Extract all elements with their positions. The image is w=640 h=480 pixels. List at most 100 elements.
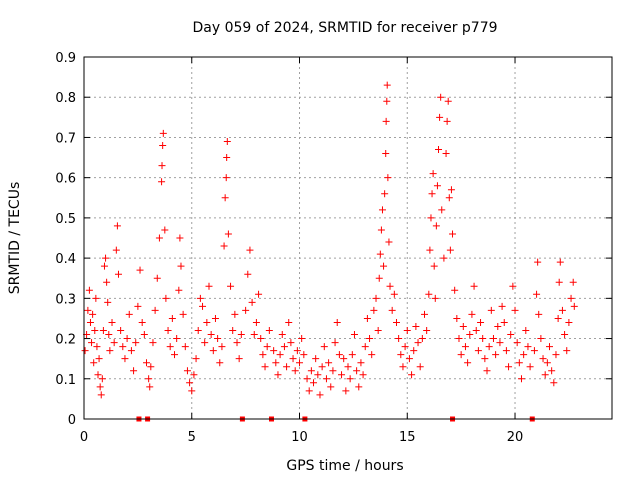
data-point [310, 379, 318, 387]
data-point [344, 363, 352, 371]
data-point [216, 359, 224, 367]
data-point [355, 383, 363, 391]
data-point [97, 391, 105, 399]
data-point [320, 343, 328, 351]
data-point [91, 327, 99, 335]
data-point [285, 318, 293, 326]
data-point [412, 322, 420, 330]
y-tick-label: 0.2 [55, 333, 76, 348]
data-point [81, 347, 89, 355]
data-point [533, 290, 541, 298]
data-point [433, 182, 441, 190]
data-point [569, 278, 577, 286]
data-point [127, 347, 135, 355]
data-point [272, 359, 280, 367]
data-point [303, 375, 311, 383]
data-point [289, 355, 297, 363]
data-point [357, 359, 365, 367]
data-point [221, 194, 229, 202]
data-point [403, 327, 411, 335]
data-point [431, 294, 439, 302]
data-point [95, 355, 103, 363]
data-point [383, 97, 391, 105]
data-point [233, 339, 241, 347]
data-point [113, 222, 121, 230]
data-point [155, 234, 163, 242]
data-point [449, 230, 457, 238]
data-point [425, 290, 433, 298]
data-point [570, 302, 578, 310]
data-point [440, 254, 448, 262]
data-point [318, 363, 326, 371]
data-point [235, 355, 243, 363]
data-point [382, 150, 390, 158]
data-point [376, 250, 384, 258]
data-point [457, 351, 465, 359]
data-point [453, 314, 461, 322]
data-point [90, 359, 98, 367]
data-point [470, 282, 478, 290]
data-point [103, 278, 111, 286]
data-point [446, 246, 454, 254]
data-point [515, 359, 523, 367]
data-point [312, 355, 320, 363]
data-point [223, 137, 231, 145]
data-point [331, 339, 339, 347]
data-point [88, 339, 96, 347]
data-point [395, 335, 403, 343]
data-point [534, 258, 542, 266]
data-point [159, 129, 167, 137]
data-point [333, 318, 341, 326]
data-point [444, 97, 452, 105]
data-point [276, 351, 284, 359]
data-point [237, 331, 245, 339]
data-point [263, 343, 271, 351]
data-point [227, 282, 235, 290]
data-point [445, 194, 453, 202]
data-point [524, 343, 532, 351]
data-point [520, 351, 528, 359]
data-point [436, 113, 444, 121]
data-point [192, 355, 200, 363]
y-tick-label: 0.9 [55, 51, 76, 66]
data-point [481, 355, 489, 363]
data-point [455, 335, 463, 343]
data-point [479, 335, 487, 343]
data-point [388, 306, 396, 314]
data-point [214, 335, 222, 343]
data-point [556, 258, 564, 266]
data-point [94, 371, 102, 379]
data-point [378, 206, 386, 214]
data-point [392, 318, 400, 326]
data-point [359, 371, 367, 379]
data-point [507, 331, 515, 339]
data-point [375, 274, 383, 282]
data-point [270, 347, 278, 355]
data-point [259, 351, 267, 359]
data-point [408, 371, 416, 379]
data-point [368, 351, 376, 359]
data-point [381, 190, 389, 198]
data-point [399, 363, 407, 371]
data-point [188, 387, 196, 395]
data-point [244, 270, 252, 278]
data-point [530, 347, 538, 355]
data-point [201, 339, 209, 347]
data-point [511, 306, 519, 314]
data-point [84, 306, 92, 314]
data-point [196, 294, 204, 302]
data-point [161, 226, 169, 234]
data-point [329, 367, 337, 375]
data-point [255, 290, 263, 298]
data-point [183, 367, 191, 375]
data-point [300, 351, 308, 359]
data-point [248, 298, 256, 306]
data-point [416, 363, 424, 371]
data-point [466, 331, 474, 339]
data-point [567, 294, 575, 302]
data-point [252, 318, 260, 326]
data-point [132, 339, 140, 347]
data-point [112, 246, 120, 254]
data-point [176, 234, 184, 242]
data-point [487, 306, 495, 314]
